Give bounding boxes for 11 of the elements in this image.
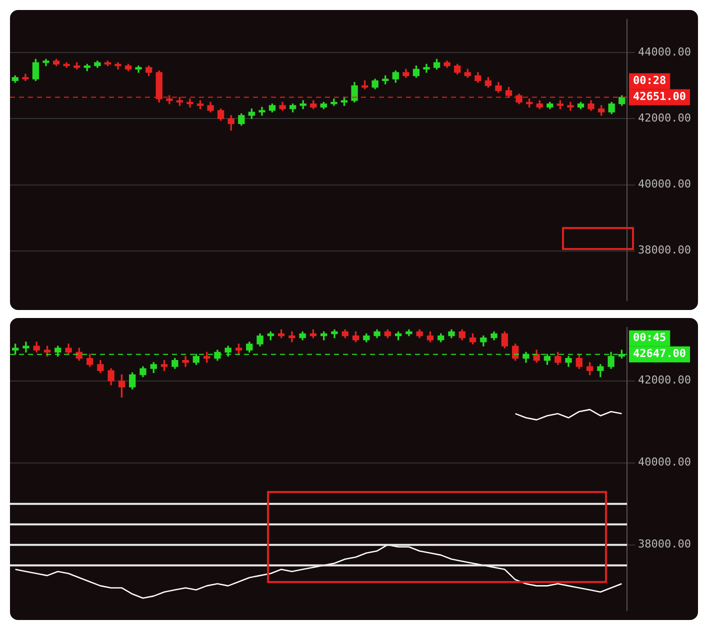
- y-tick-label: 38000.00: [638, 538, 692, 551]
- y-tick-label: 38000.00: [638, 244, 692, 257]
- text: 00:28: [633, 74, 666, 88]
- y-tick-label: 40000.00: [638, 178, 692, 191]
- y-tick-label: 42000.00: [638, 374, 692, 387]
- text: 00:45: [633, 331, 666, 344]
- ref-line-label: 42647.00: [633, 347, 686, 360]
- ref-line-label: 42651.00: [633, 90, 686, 104]
- y-tick-label: 40000.00: [638, 456, 692, 469]
- y-tick-label: 42000.00: [638, 112, 692, 125]
- y-tick-label: 44000.00: [638, 45, 692, 58]
